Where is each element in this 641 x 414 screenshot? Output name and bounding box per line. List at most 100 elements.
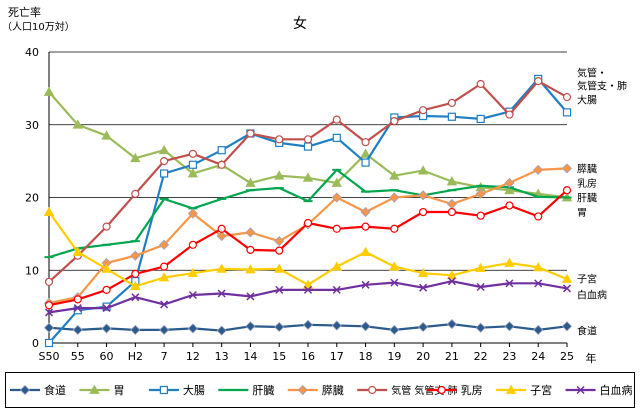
data-point xyxy=(361,280,370,289)
data-point xyxy=(158,144,170,155)
data-point xyxy=(159,239,170,250)
grid-layer xyxy=(49,51,567,271)
data-point xyxy=(505,384,517,394)
x-tick-label: 25 xyxy=(560,350,574,363)
data-point xyxy=(217,224,226,233)
data-point xyxy=(475,188,486,199)
data-point xyxy=(158,272,170,282)
data-point xyxy=(216,263,227,273)
y-tick-label: 10 xyxy=(25,264,39,277)
right-series-label: 胃 xyxy=(577,207,587,219)
data-point xyxy=(533,164,544,175)
y-tick-label: 0 xyxy=(32,337,39,350)
right-series-label: 乳房 xyxy=(577,177,597,190)
data-point xyxy=(274,236,285,247)
data-point xyxy=(361,158,370,167)
data-point xyxy=(73,304,82,313)
data-point xyxy=(368,385,377,395)
data-point xyxy=(534,76,543,86)
data-point xyxy=(475,322,486,333)
data-point xyxy=(297,384,308,396)
data-point xyxy=(130,152,141,163)
data-point xyxy=(504,177,515,189)
data-point xyxy=(245,264,256,274)
x-tick-label: 14 xyxy=(243,350,257,363)
data-point xyxy=(72,246,83,256)
data-point xyxy=(390,117,399,126)
right-series-label: 肝臓 xyxy=(577,193,597,205)
data-point xyxy=(275,285,284,294)
data-point xyxy=(562,186,572,195)
data-point xyxy=(332,115,341,124)
right-series-label: 白血病 xyxy=(577,288,607,301)
data-point xyxy=(101,323,112,334)
series-line xyxy=(48,77,568,344)
x-tick-label: 19 xyxy=(387,350,401,363)
legend-entry: 食道 xyxy=(10,383,66,397)
data-point xyxy=(160,169,169,178)
data-point xyxy=(44,277,54,286)
legend-entry: 子宮 xyxy=(496,383,552,397)
data-point xyxy=(188,240,197,249)
data-point xyxy=(102,285,111,294)
data-point xyxy=(43,322,55,333)
data-point xyxy=(446,270,458,280)
x-tick-label: 12 xyxy=(186,350,200,363)
x-tick-label: 20 xyxy=(416,350,430,363)
data-point xyxy=(275,135,284,144)
data-point xyxy=(389,261,400,271)
data-point xyxy=(505,279,514,288)
legend-label: 肝臓 xyxy=(252,384,274,397)
data-point xyxy=(505,201,514,210)
data-point xyxy=(476,79,485,89)
data-point xyxy=(72,119,83,129)
data-point xyxy=(43,86,55,96)
data-point xyxy=(217,146,226,155)
data-point xyxy=(533,324,544,335)
data-point xyxy=(303,135,313,144)
series xyxy=(44,186,572,310)
data-point xyxy=(476,282,485,292)
data-point xyxy=(389,170,400,180)
data-point xyxy=(437,385,446,395)
data-point xyxy=(102,222,111,231)
legend-entry: 胃 xyxy=(79,384,124,397)
series xyxy=(43,86,573,202)
series-layer xyxy=(43,74,573,348)
data-point xyxy=(561,163,573,174)
data-point xyxy=(245,321,256,332)
data-point xyxy=(331,320,342,331)
data-point xyxy=(562,108,572,117)
data-point xyxy=(504,257,515,267)
data-point xyxy=(44,301,54,310)
data-point xyxy=(275,246,284,255)
data-point xyxy=(332,133,341,142)
x-tick-label: 7 xyxy=(161,350,168,363)
data-point xyxy=(419,283,428,292)
x-tick-label: S50 xyxy=(39,350,60,363)
y-tick-label: 30 xyxy=(25,119,39,132)
right-series-label: 膵臓 xyxy=(577,163,597,175)
x-tick-label: 16 xyxy=(301,350,315,363)
data-point xyxy=(447,112,456,121)
legend-entry: 膵臓 xyxy=(287,384,344,397)
data-point xyxy=(562,93,572,102)
data-point xyxy=(19,384,31,396)
data-point xyxy=(303,285,313,294)
legend-entry: 肝臓 xyxy=(218,384,274,397)
y-tick-label: 40 xyxy=(25,46,39,59)
x-tick-label: 60 xyxy=(100,350,114,363)
data-point xyxy=(534,279,543,288)
data-point xyxy=(446,176,458,186)
data-point xyxy=(390,278,399,287)
data-point xyxy=(360,246,371,256)
data-point xyxy=(446,319,457,330)
data-point xyxy=(160,157,169,166)
series xyxy=(43,319,573,336)
y-tick-label: 20 xyxy=(25,192,39,205)
legend-label: 食道 xyxy=(44,383,66,397)
x-tick-label: 22 xyxy=(474,350,488,363)
data-point xyxy=(447,98,456,108)
data-point xyxy=(73,306,82,315)
